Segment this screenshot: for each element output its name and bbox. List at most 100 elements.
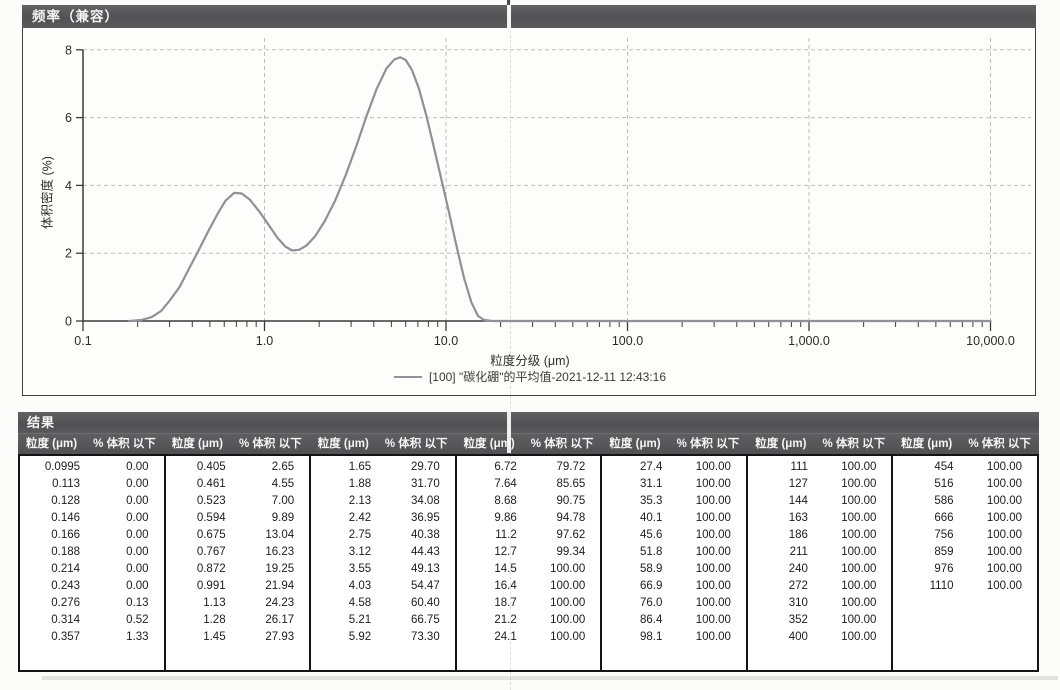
size-value: 4.03 [348,580,372,592]
table-row: 352 100.00 [748,612,892,629]
table-row: 76.0 100.00 [602,595,746,612]
size-column-header: 粒度 (μm) [755,438,807,450]
percent-value: 100.00 [841,495,877,507]
percent-value: 19.25 [265,563,295,575]
table-row: 310 100.00 [748,595,892,612]
percent-value: 0.00 [126,580,149,592]
percent-value: 1.33 [126,631,149,643]
size-value: 2.42 [348,512,372,524]
percent-value: 100.00 [986,580,1023,592]
size-value: 0.214 [51,563,81,575]
table-row: 1.65 29.70 [311,459,455,476]
size-value: 310 [788,597,808,609]
table-row: 16.4 100.00 [457,578,601,595]
percent-value: 100.00 [550,580,586,592]
percent-value: 100.00 [550,563,586,575]
table-row: 111 100.00 [748,459,892,476]
size-value: 4.58 [348,597,372,609]
table-row: 45.6 100.00 [602,527,746,544]
x-tick-label: 10,000.0 [966,334,1015,348]
size-value: 0.113 [52,478,81,490]
table-row: 4.58 60.40 [311,595,455,612]
table-row: 0.872 19.25 [166,561,310,578]
table-row: 0.0995 0.00 [20,459,164,476]
size-value: 0.872 [196,563,226,575]
y-tick-label: 2 [65,247,72,261]
percent-value: 0.00 [126,563,149,575]
table-row: 0.357 1.33 [20,629,164,646]
percent-value: 2.65 [271,461,295,473]
table-row: 0.767 16.23 [166,544,310,561]
frequency-panel-header: 频率（兼容） [22,5,1036,28]
percent-column-header: % 体积 以下 [968,438,1031,450]
table-row: 666 100.00 [893,510,1037,527]
percent-value: 4.55 [271,478,295,490]
size-value: 0.357 [51,631,81,643]
table-row: 0.314 0.52 [20,612,164,629]
percent-value: 66.75 [410,614,440,626]
percent-value: 0.00 [126,529,149,541]
size-value: 86.4 [639,614,663,626]
scan-crease-gap-results [507,412,511,453]
percent-value: 0.00 [126,495,149,507]
percent-value: 44.43 [410,546,440,558]
table-row: 58.9 100.00 [602,561,746,578]
size-value: 976 [934,563,954,575]
frequency-curve [128,56,992,323]
table-column-group: 27.4 100.00 31.1 100.00 35.3 100.00 40.1 100.00… [602,456,748,670]
table-row: 0.405 2.65 [166,459,310,476]
table-row: 11.2 97.62 [457,527,601,544]
table-row: 98.1 100.00 [602,629,746,646]
size-value: 666 [934,512,954,524]
y-tick-label: 4 [65,179,72,193]
scan-crease-tick [507,0,510,5]
size-value: 211 [789,546,808,558]
percent-value: 100.00 [550,597,586,609]
table-row: 0.675 13.04 [166,527,310,544]
size-value: 27.4 [639,461,663,473]
x-tick-label: 0.1 [74,334,91,348]
size-value: 0.188 [51,546,81,558]
table-row: 1.13 24.23 [166,595,310,612]
percent-value: 34.08 [410,495,440,507]
table-row: 272 100.00 [748,578,892,595]
percent-value: 100.00 [695,461,731,473]
percent-value: 0.52 [126,614,149,626]
table-column-group: 454 100.00 516 100.00 586 100.00 666 100.00 756 1… [893,456,1037,670]
table-row: 516 100.00 [893,476,1037,493]
table-row: 0.991 21.94 [166,578,310,595]
percent-value: 100.00 [695,631,731,643]
column-header-group: 粒度 (μm) % 体积 以下 [164,434,310,454]
table-row: 8.68 90.75 [457,493,601,510]
table-row: 2.13 34.08 [311,493,455,510]
x-tick-label: 100.0 [612,334,643,348]
size-value: 45.6 [639,529,663,541]
percent-value: 100.00 [841,614,877,626]
table-row: 0.276 0.13 [20,595,164,612]
size-column-header: 粒度 (μm) [171,438,223,450]
size-value: 3.12 [348,546,372,558]
size-value: 0.166 [51,529,81,541]
column-header-group: 粒度 (μm) % 体积 以下 [601,434,747,454]
size-value: 11.2 [495,529,517,541]
table-row: 127 100.00 [748,476,892,493]
scan-crease-gap-top [507,4,511,29]
percent-value: 94.78 [556,512,586,524]
x-axis-title: 粒度分级 (μm) [490,354,570,368]
table-row: 454 100.00 [893,459,1037,476]
table-row: 5.92 73.30 [311,629,455,646]
percent-value: 100.00 [841,546,877,558]
size-value: 111 [790,461,808,473]
table-row: 756 100.00 [893,527,1037,544]
percent-value: 9.89 [271,512,295,524]
percent-value: 7.00 [271,495,295,507]
size-column-header: 粒度 (μm) [25,438,78,450]
results-table: 0.0995 0.00 0.113 0.00 0.128 0.00 0.146 0.00 0.1… [18,454,1039,672]
size-value: 1.65 [348,461,372,473]
size-value: 516 [934,478,954,490]
table-column-group: 111 100.00 127 100.00 144 100.00 163 100.00 186 1… [748,456,894,670]
size-value: 40.1 [639,512,663,524]
percent-column-header: % 体积 以下 [530,438,594,450]
table-row: 12.7 99.34 [457,544,601,561]
size-value: 0.594 [196,512,226,524]
